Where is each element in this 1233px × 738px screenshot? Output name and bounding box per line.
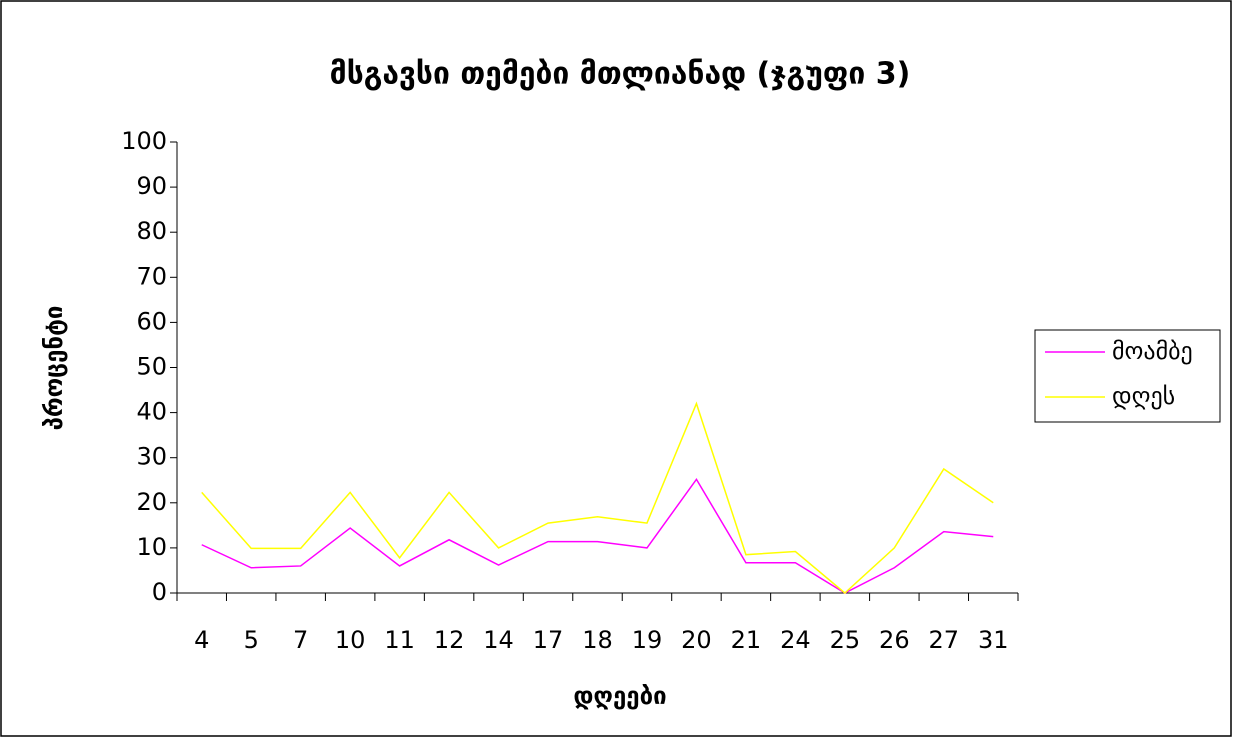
chart-title: მსგავსი თემები მთლიანად (ჯგუფი 3): [330, 57, 911, 92]
legend-label: დღეს: [1112, 382, 1175, 410]
x-tick-label: 20: [681, 626, 712, 654]
y-tick-label: 40: [136, 398, 167, 426]
x-tick-label: 18: [582, 626, 613, 654]
y-tick-label: 10: [136, 533, 167, 561]
x-tick-label: 31: [978, 626, 1009, 654]
y-tick-label: 80: [136, 217, 167, 245]
legend-label: მოამბე: [1112, 337, 1193, 365]
x-tick-label: 10: [335, 626, 366, 654]
x-tick-label: 4: [194, 626, 209, 654]
x-tick-label: 27: [929, 626, 960, 654]
x-tick-label: 12: [434, 626, 465, 654]
x-axis-label: დღეები: [573, 682, 666, 710]
x-tick-label: 19: [632, 626, 663, 654]
y-tick-label: 60: [136, 307, 167, 335]
y-tick-label: 30: [136, 443, 167, 471]
y-tick-label: 100: [121, 127, 167, 155]
x-tick-label: 21: [731, 626, 762, 654]
y-tick-label: 70: [136, 262, 167, 290]
series-line: [201, 401, 994, 594]
y-tick-label: 20: [136, 488, 167, 516]
x-tick-label: 11: [384, 626, 415, 654]
x-tick-label: 17: [533, 626, 564, 654]
x-tick-label: 5: [244, 626, 259, 654]
x-tick-label: 7: [293, 626, 308, 654]
y-axis-label: პროცენტი: [40, 306, 68, 431]
y-tick-label: 0: [152, 578, 167, 606]
x-tick-label: 24: [780, 626, 811, 654]
y-tick-label: 50: [136, 353, 167, 381]
x-tick-label: 14: [483, 626, 514, 654]
series-line: [201, 477, 994, 594]
legend-box: [1034, 329, 1221, 423]
x-tick-label: 26: [879, 626, 910, 654]
y-tick-label: 90: [136, 172, 167, 200]
x-tick-label: 25: [830, 626, 861, 654]
